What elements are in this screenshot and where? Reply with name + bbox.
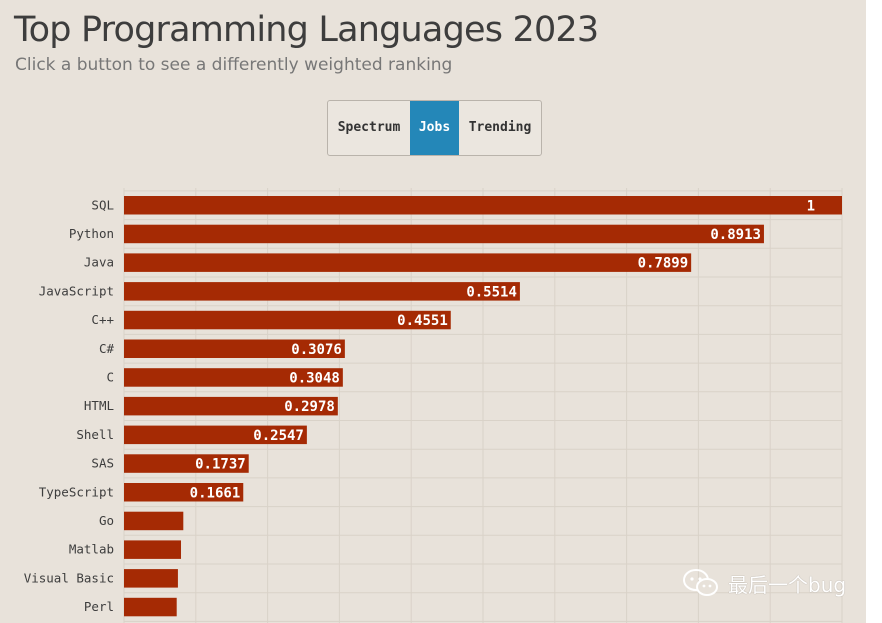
category-label: C++ (91, 312, 114, 327)
bar[interactable] (124, 540, 182, 559)
wechat-icon (683, 569, 718, 596)
bar[interactable] (124, 339, 345, 359)
bar[interactable] (124, 396, 338, 416)
bar[interactable] (124, 196, 842, 215)
value-label: 1 (807, 198, 815, 214)
category-label: HTML (84, 398, 114, 413)
bar[interactable] (124, 368, 343, 387)
value-label: 0.7899 (638, 256, 689, 272)
bar[interactable] (124, 425, 307, 445)
value-label: 0.4551 (397, 313, 448, 329)
value-label: 0.1661 (190, 485, 241, 501)
bar[interactable] (124, 454, 249, 473)
bar[interactable] (124, 597, 177, 617)
value-label: 0.8913 (710, 227, 761, 243)
value-label: 0.2547 (253, 428, 304, 444)
category-label: SQL (91, 197, 114, 212)
value-label: 0.1737 (195, 457, 246, 473)
spectrum-button[interactable]: Spectrum (337, 120, 401, 135)
category-label: C (106, 369, 114, 384)
value-label: 0.2978 (284, 399, 335, 415)
value-label: 0.5514 (466, 284, 517, 300)
value-label: 0.3048 (289, 370, 340, 386)
category-label: JavaScript (39, 283, 114, 298)
bar[interactable] (124, 282, 520, 301)
watermark: 最后一个bug (682, 568, 846, 598)
category-label: C# (99, 341, 115, 356)
watermark-text: 最后一个bug (728, 572, 847, 597)
category-label: Shell (76, 427, 114, 442)
trending-button[interactable]: Trending (468, 120, 532, 135)
ranking-button-group: Spectrum Jobs Trending (327, 100, 542, 156)
bar[interactable] (124, 224, 764, 244)
page-title: Top Programming Languages 2023 (14, 10, 599, 50)
category-label: Java (84, 255, 114, 270)
category-label: TypeScript (39, 484, 114, 499)
category-label: SAS (91, 456, 114, 471)
bar[interactable] (124, 483, 244, 502)
value-label: 0.3076 (291, 342, 342, 358)
jobs-button[interactable]: Jobs (410, 101, 459, 155)
category-label: Go (99, 513, 114, 528)
bar[interactable] (124, 511, 184, 531)
category-label: Visual Basic (24, 570, 114, 585)
bar[interactable] (124, 310, 451, 330)
category-label: Python (69, 226, 114, 241)
category-label: Perl (84, 599, 114, 614)
page-subtitle: Click a button to see a differently weig… (15, 55, 453, 75)
bar[interactable] (124, 253, 692, 272)
bar[interactable] (124, 569, 178, 588)
category-label: Matlab (69, 542, 114, 557)
